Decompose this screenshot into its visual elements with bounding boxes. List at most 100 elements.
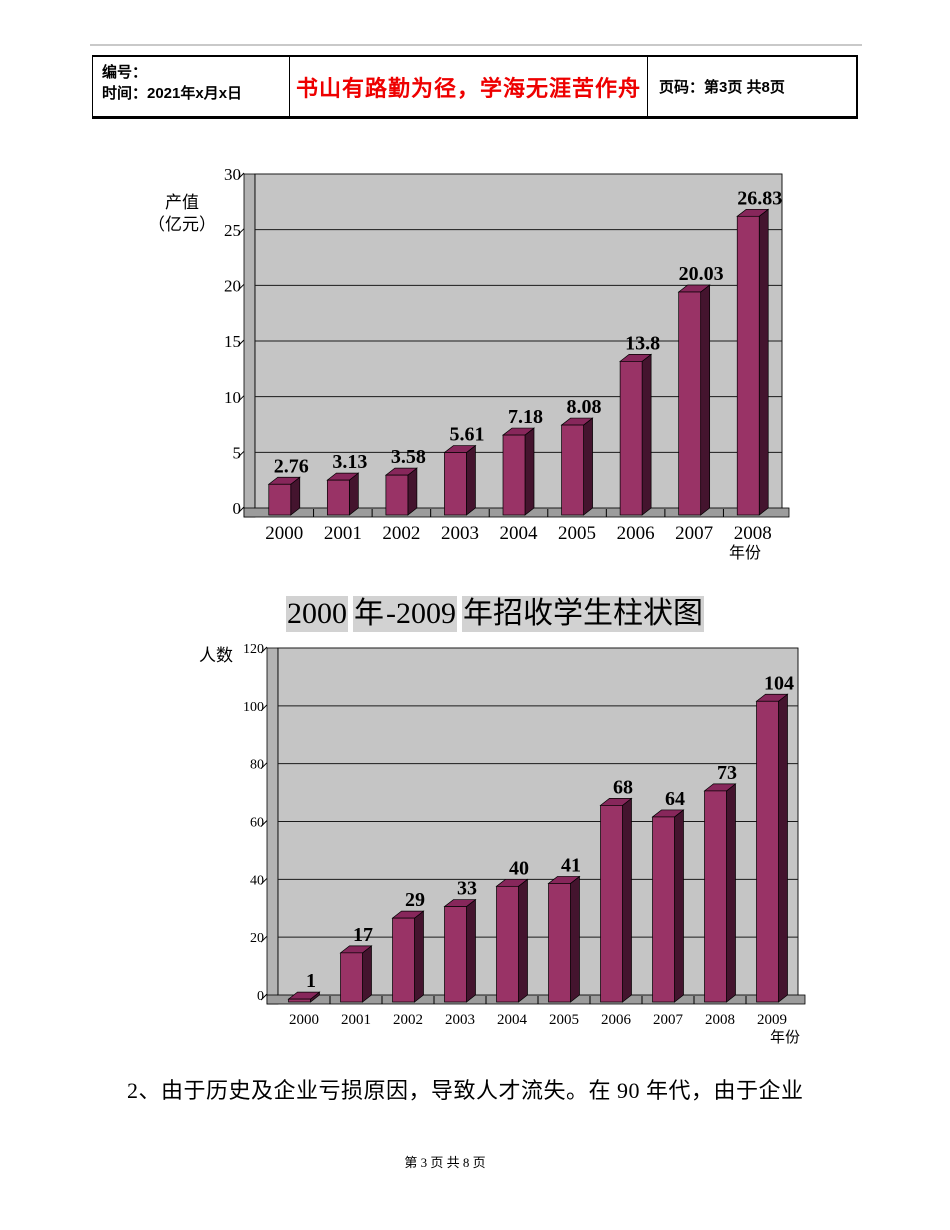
y-tick-label: 100 (243, 700, 264, 715)
bar-2007 (651, 809, 685, 1003)
category-label: 2003 (445, 1012, 475, 1028)
doc-time-label: 时间：2021年x月x日 (102, 85, 243, 102)
bar-2007 (677, 284, 711, 516)
bar-side-face (758, 208, 769, 516)
bar-2009 (755, 693, 789, 1003)
category-label: 2001 (324, 523, 362, 544)
body-paragraph: 2、由于历史及企业亏损原因，导致人才流失。在 90 年代，由于企业 (127, 1078, 804, 1103)
y-tick-label: 60 (250, 816, 264, 831)
y-tick-label: 120 (243, 642, 264, 657)
bar-2003 (443, 444, 477, 516)
header-cell-motto: 书山有路勤为径，学海无涯苦作舟 (289, 57, 647, 116)
category-label: 2007 (675, 523, 713, 544)
category-label: 2009 (757, 1012, 787, 1028)
bar-side-face (407, 467, 418, 516)
category-label: 2006 (617, 523, 655, 544)
page-number-label: 页码：第3页 共8页 (659, 79, 785, 96)
bar-value-label: 8.08 (567, 396, 602, 418)
bar-front-face (600, 805, 623, 1003)
y-tick-label: 10 (224, 388, 241, 407)
bar-front-face (548, 883, 571, 1003)
bar-value-label: 41 (561, 854, 581, 876)
bar-side-face (466, 898, 476, 1003)
chart-wall (243, 173, 256, 518)
y-tick-mark (237, 228, 245, 236)
y-axis-label: 人数 (199, 646, 233, 665)
category-label: 2002 (393, 1012, 423, 1028)
chart-wall (266, 647, 279, 1005)
bar-side-face (622, 797, 632, 1003)
bar-front-face (326, 479, 350, 516)
chart-title-segment: 年招收学生柱状图 (462, 596, 704, 632)
bar-value-label: 13.8 (625, 332, 660, 354)
chart-title-segment: -2009 (385, 596, 457, 632)
bar-2008 (736, 208, 770, 516)
bar-value-label: 2.76 (274, 455, 309, 477)
bar-side-face (524, 427, 535, 516)
bar-side-face (466, 444, 476, 516)
category-label: 2000 (289, 1012, 319, 1028)
bar-value-label: 29 (405, 889, 425, 911)
category-label: 2008 (734, 523, 772, 544)
doc-number-label: 编号： (102, 64, 148, 81)
category-label: 2002 (382, 523, 420, 544)
bar-side-face (518, 878, 528, 1003)
page-footer: 第 3 页 共 8 页 (404, 1155, 486, 1170)
category-label: 2001 (341, 1012, 371, 1028)
bar-value-label: 20.03 (679, 263, 724, 285)
bar-value-label: 1 (306, 970, 316, 992)
bar-value-label: 33 (457, 878, 477, 900)
bar-value-label: 5.61 (449, 424, 484, 446)
chart-title-segment: 2000 (286, 596, 348, 632)
bar-2001 (326, 472, 360, 516)
bar-value-label: 40 (509, 857, 529, 879)
y-tick-label: 15 (224, 332, 241, 351)
bar-2000 (287, 991, 321, 1003)
bar-front-face (756, 700, 779, 1003)
header-cell-page: 页码：第3页 共8页 (647, 57, 856, 116)
bar-front-face (502, 434, 526, 516)
bar-front-face (444, 452, 467, 516)
motto-text: 书山有路勤为径，学海无涯苦作舟 (295, 75, 641, 101)
bar-front-face (268, 483, 292, 516)
y-tick-label: 20 (250, 931, 264, 946)
y-tick-mark (237, 339, 245, 347)
bar-side-face (570, 875, 580, 1003)
y-axis-label: 产值 (165, 193, 199, 212)
y-tick-mark (237, 450, 245, 458)
y-tick-mark (237, 283, 245, 291)
y-tick-label: 0 (257, 989, 264, 1004)
bar-value-label: 26.83 (737, 187, 782, 209)
y-axis-label: （亿元） (148, 215, 216, 234)
bar-2006 (619, 353, 653, 516)
x-axis-label: 年份 (729, 544, 761, 562)
bar-side-face (583, 417, 593, 516)
header-table: 编号： 时间：2021年x月x日 书山有路勤为径，学海无涯苦作舟 页码：第3页 … (92, 55, 858, 119)
bar-value-label: 104 (764, 672, 794, 694)
bar-side-face (726, 783, 736, 1003)
y-tick-label: 0 (233, 499, 242, 518)
bar-front-face (619, 361, 643, 516)
bar-value-label: 64 (665, 788, 685, 810)
bar-2000 (267, 476, 301, 516)
bar-side-face (674, 809, 684, 1003)
bar-2006 (599, 797, 633, 1003)
category-label: 2005 (558, 523, 596, 544)
bar-2003 (443, 898, 477, 1003)
y-tick-mark (260, 820, 268, 827)
y-tick-mark (260, 877, 268, 885)
y-tick-mark (260, 704, 268, 712)
students-bar-chart: 0 20 40 60 80 100 120 1 2000 17 2001 29 2002 33 2003 40… (199, 642, 806, 1046)
bar-front-face (736, 215, 760, 516)
bar-2002 (384, 467, 418, 516)
bar-side-face (414, 910, 424, 1003)
y-tick-label: 25 (224, 221, 241, 240)
bar-front-face (561, 424, 584, 516)
bar-value-label: 73 (717, 762, 737, 784)
bar-2005 (547, 875, 581, 1003)
category-label: 2004 (497, 1012, 528, 1028)
bar-side-face (641, 353, 652, 516)
y-tick-mark (260, 993, 268, 1001)
chart-title-segment: 年 (353, 596, 385, 632)
